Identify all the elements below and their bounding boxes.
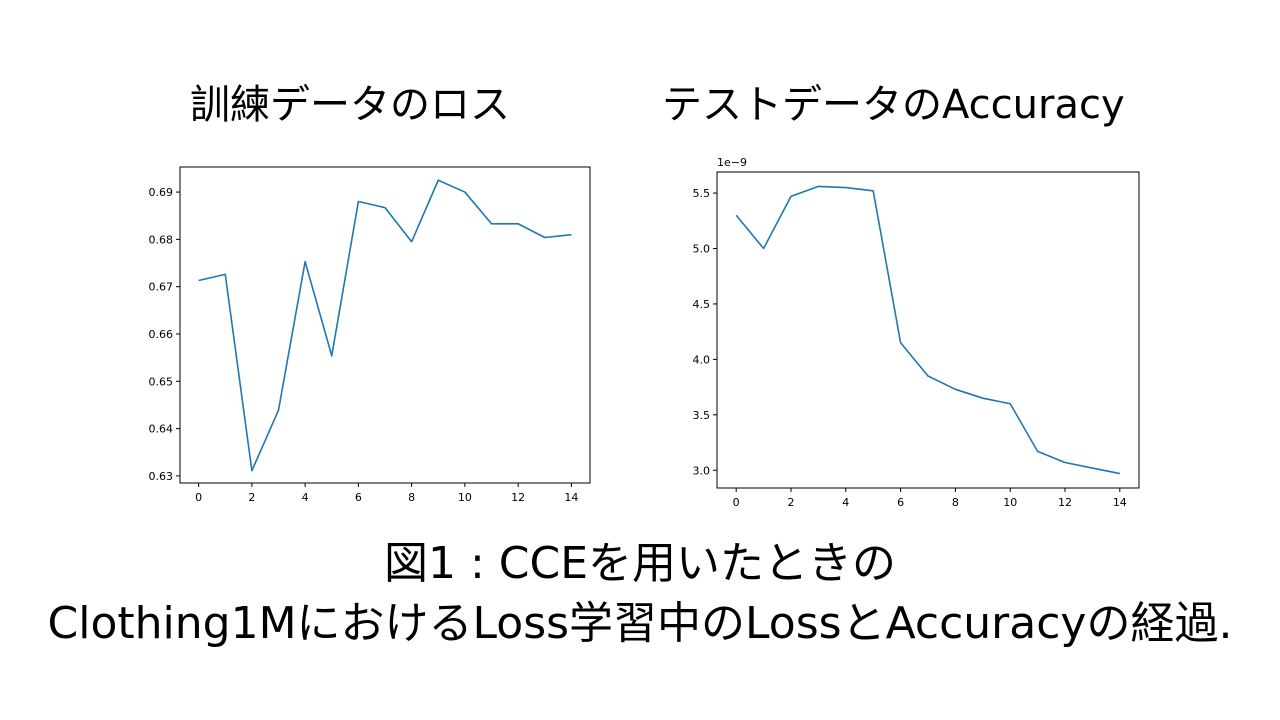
chart-title-test-accuracy: テストデータのAccuracy xyxy=(662,82,1125,128)
figure-caption-line-2: Clothing1MにおけるLoss学習中のLossとAccuracyの経過. xyxy=(47,598,1233,649)
x-tick-label: 6 xyxy=(355,491,362,504)
x-tick-label: 12 xyxy=(1058,496,1072,509)
y-tick-label: 5.5 xyxy=(693,187,711,200)
x-tick-label: 10 xyxy=(458,491,472,504)
y-tick-label: 4.5 xyxy=(693,298,711,311)
x-tick-label: 12 xyxy=(511,491,525,504)
x-tick-label: 0 xyxy=(733,496,740,509)
x-tick-label: 2 xyxy=(787,496,794,509)
y-tick-label: 0.64 xyxy=(149,423,174,436)
x-tick-label: 4 xyxy=(842,496,849,509)
train-loss-chart: 0 2 4 6 8 10 12 14 0.63 0.64 0.65 0.66 0.67 0.68 0.69 xyxy=(149,166,591,504)
y-tick-label: 0.68 xyxy=(149,233,174,246)
chart-title-train-loss: 訓練データのロス xyxy=(190,82,510,128)
x-tick-label: 0 xyxy=(195,491,202,504)
test-accuracy-chart: 0 2 4 6 8 10 12 14 3.0 3.5 4.0 4.5 5.0 5.5 1e−9 xyxy=(693,156,1140,509)
x-tick-label: 14 xyxy=(564,491,578,504)
plot-frame xyxy=(716,171,1140,489)
x-tick-label: 2 xyxy=(248,491,255,504)
y-tick-label: 0.63 xyxy=(149,470,174,483)
y-tick-label: 3.5 xyxy=(693,409,711,422)
y-tick-label: 4.0 xyxy=(693,353,711,366)
y-offset-label: 1e−9 xyxy=(717,156,747,169)
x-tick-label: 10 xyxy=(1003,496,1017,509)
y-tick-label: 0.69 xyxy=(149,186,174,199)
series-line xyxy=(198,179,572,472)
series-line xyxy=(735,185,1120,475)
x-tick-label: 14 xyxy=(1113,496,1127,509)
plot-frame xyxy=(179,166,591,484)
x-tick-label: 8 xyxy=(408,491,415,504)
y-tick-label: 0.67 xyxy=(149,281,174,294)
x-tick-label: 4 xyxy=(302,491,309,504)
y-tick-label: 3.0 xyxy=(693,464,711,477)
y-tick-label: 0.65 xyxy=(149,375,174,388)
y-tick-label: 5.0 xyxy=(693,243,711,256)
y-tick-label: 0.66 xyxy=(149,328,174,341)
figure-caption-line-1: 図1 : CCEを用いたときの xyxy=(383,538,897,589)
x-tick-label: 8 xyxy=(952,496,959,509)
x-tick-label: 6 xyxy=(897,496,904,509)
